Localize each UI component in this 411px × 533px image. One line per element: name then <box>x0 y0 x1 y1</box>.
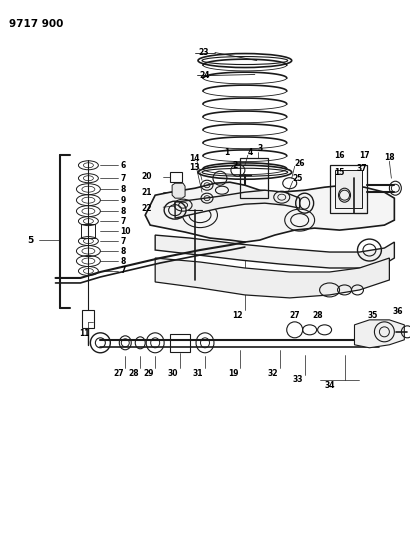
Text: 23: 23 <box>198 48 208 57</box>
Text: 4: 4 <box>248 148 253 157</box>
Text: 12: 12 <box>233 311 243 320</box>
Text: 24: 24 <box>199 71 210 80</box>
Text: 3: 3 <box>258 144 263 153</box>
Polygon shape <box>155 258 389 298</box>
Text: 32: 32 <box>268 369 278 378</box>
Text: 26: 26 <box>295 159 305 168</box>
Text: 28: 28 <box>312 311 323 320</box>
Text: 30: 30 <box>168 369 178 378</box>
Bar <box>81 224 95 238</box>
Text: 8: 8 <box>120 247 126 255</box>
Text: 7: 7 <box>120 216 126 225</box>
Text: 7: 7 <box>120 266 126 276</box>
Text: 10: 10 <box>120 227 131 236</box>
Text: 29: 29 <box>143 369 153 378</box>
Bar <box>330 165 367 213</box>
Text: 7: 7 <box>120 237 126 246</box>
Text: 28: 28 <box>128 369 139 378</box>
Text: 9: 9 <box>120 196 125 205</box>
Polygon shape <box>172 183 185 198</box>
Text: 37: 37 <box>356 164 367 173</box>
Text: 17: 17 <box>360 151 370 160</box>
Bar <box>240 158 268 198</box>
Text: 7: 7 <box>120 174 126 183</box>
Text: 8: 8 <box>120 207 126 216</box>
Text: 11: 11 <box>79 329 90 338</box>
Text: 18: 18 <box>384 153 395 162</box>
Bar <box>170 172 182 182</box>
Text: 20: 20 <box>142 172 152 181</box>
Text: 13: 13 <box>189 163 200 172</box>
Text: 8: 8 <box>120 256 126 265</box>
Text: 1: 1 <box>224 148 229 157</box>
Bar <box>170 334 190 352</box>
Text: 6: 6 <box>120 161 125 170</box>
Text: 31: 31 <box>193 369 203 378</box>
Text: 2: 2 <box>232 161 237 170</box>
Text: 21: 21 <box>142 188 152 197</box>
Text: 19: 19 <box>228 369 238 378</box>
Text: 33: 33 <box>293 375 303 384</box>
Text: 8: 8 <box>120 185 126 193</box>
Bar <box>335 170 363 208</box>
Text: 27: 27 <box>113 369 124 378</box>
Polygon shape <box>175 190 300 218</box>
Text: 27: 27 <box>289 311 300 320</box>
Polygon shape <box>145 182 395 242</box>
Text: 35: 35 <box>367 311 378 320</box>
Polygon shape <box>155 235 395 268</box>
Text: 22: 22 <box>142 204 152 213</box>
Bar <box>83 310 95 328</box>
Text: 34: 34 <box>324 381 335 390</box>
Text: 15: 15 <box>335 168 345 177</box>
Text: 9717 900: 9717 900 <box>9 19 63 29</box>
Text: 16: 16 <box>335 151 345 160</box>
Text: 5: 5 <box>28 236 34 245</box>
Text: 14: 14 <box>189 154 200 163</box>
Polygon shape <box>355 320 404 348</box>
Text: 36: 36 <box>392 308 403 317</box>
Text: 25: 25 <box>293 174 303 183</box>
